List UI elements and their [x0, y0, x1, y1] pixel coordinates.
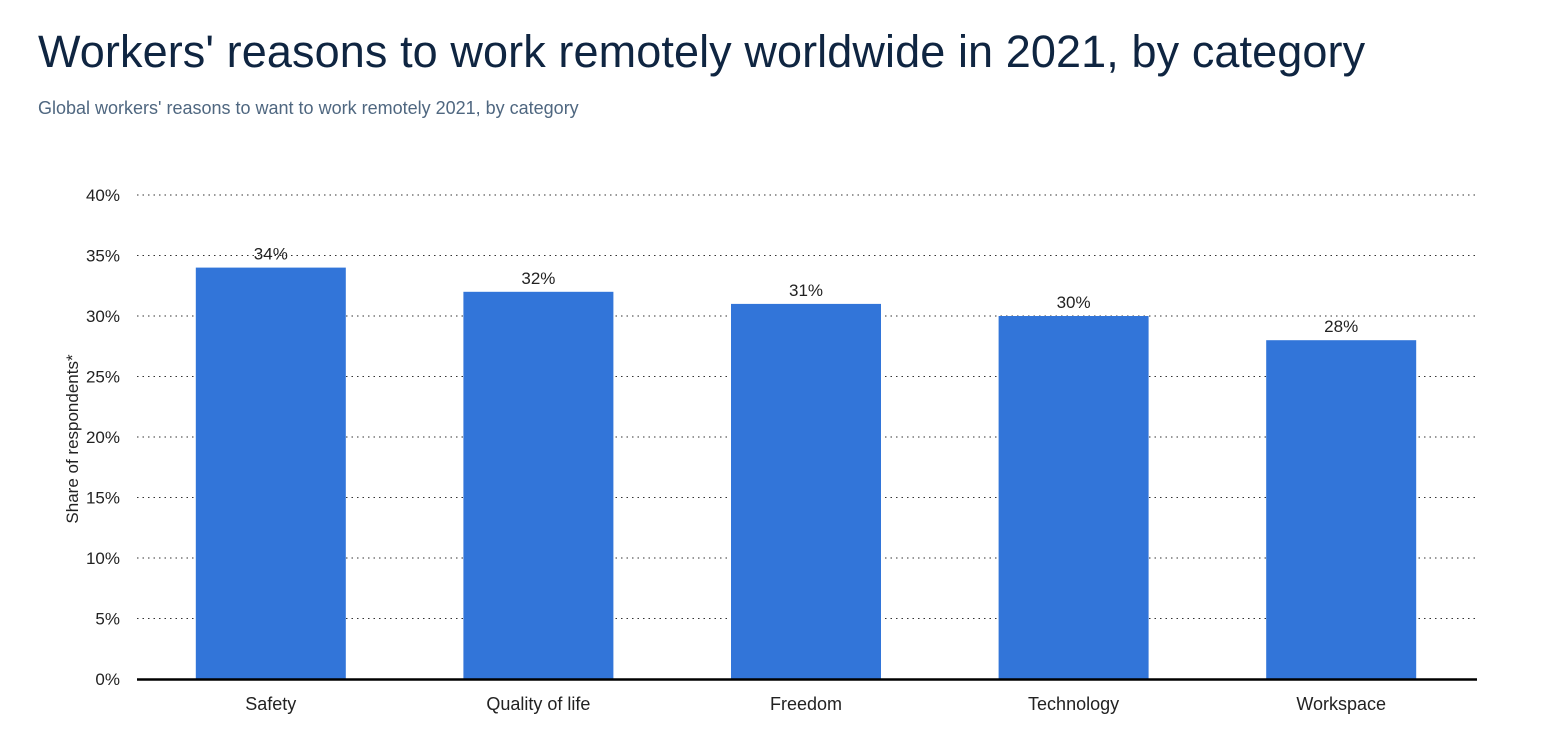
- x-tick-label: Workspace: [1296, 694, 1386, 714]
- bar: [998, 316, 1149, 679]
- y-tick-label: 30%: [86, 307, 120, 326]
- x-tick-label: Freedom: [770, 694, 842, 714]
- y-tick-label: 25%: [86, 368, 120, 387]
- bars: [195, 267, 1417, 679]
- y-axis-title: Share of respondents*: [63, 354, 82, 524]
- y-tick-label: 20%: [86, 428, 120, 447]
- chart-subtitle: Global workers' reasons to want to work …: [38, 98, 579, 118]
- data-label: 32%: [521, 269, 555, 288]
- y-axis-ticks: 0% 5% 10% 15% 20% 25% 30% 35% 40%: [86, 186, 120, 689]
- data-label: 28%: [1324, 317, 1358, 336]
- x-tick-label: Technology: [1028, 694, 1119, 714]
- data-label: 30%: [1057, 293, 1091, 312]
- chart-title: Workers' reasons to work remotely worldw…: [38, 26, 1366, 77]
- x-tick-label: Quality of life: [486, 694, 590, 714]
- bar: [731, 303, 881, 679]
- y-tick-label: 10%: [86, 549, 120, 568]
- y-tick-label: 15%: [86, 489, 120, 508]
- y-tick-label: 40%: [86, 186, 120, 205]
- x-tick-label: Safety: [245, 694, 296, 714]
- data-label: 34%: [254, 245, 288, 264]
- y-tick-label: 5%: [95, 610, 120, 629]
- bar: [463, 291, 614, 679]
- bar: [195, 267, 346, 679]
- data-label: 31%: [789, 281, 823, 300]
- data-labels: 34% 32% 31% 30% 28%: [254, 245, 1358, 337]
- x-axis-ticks: Safety Quality of life Freedom Technology Wo…: [245, 694, 1386, 714]
- y-tick-label: 0%: [95, 670, 120, 689]
- bar: [1266, 340, 1417, 679]
- y-tick-label: 35%: [86, 247, 120, 266]
